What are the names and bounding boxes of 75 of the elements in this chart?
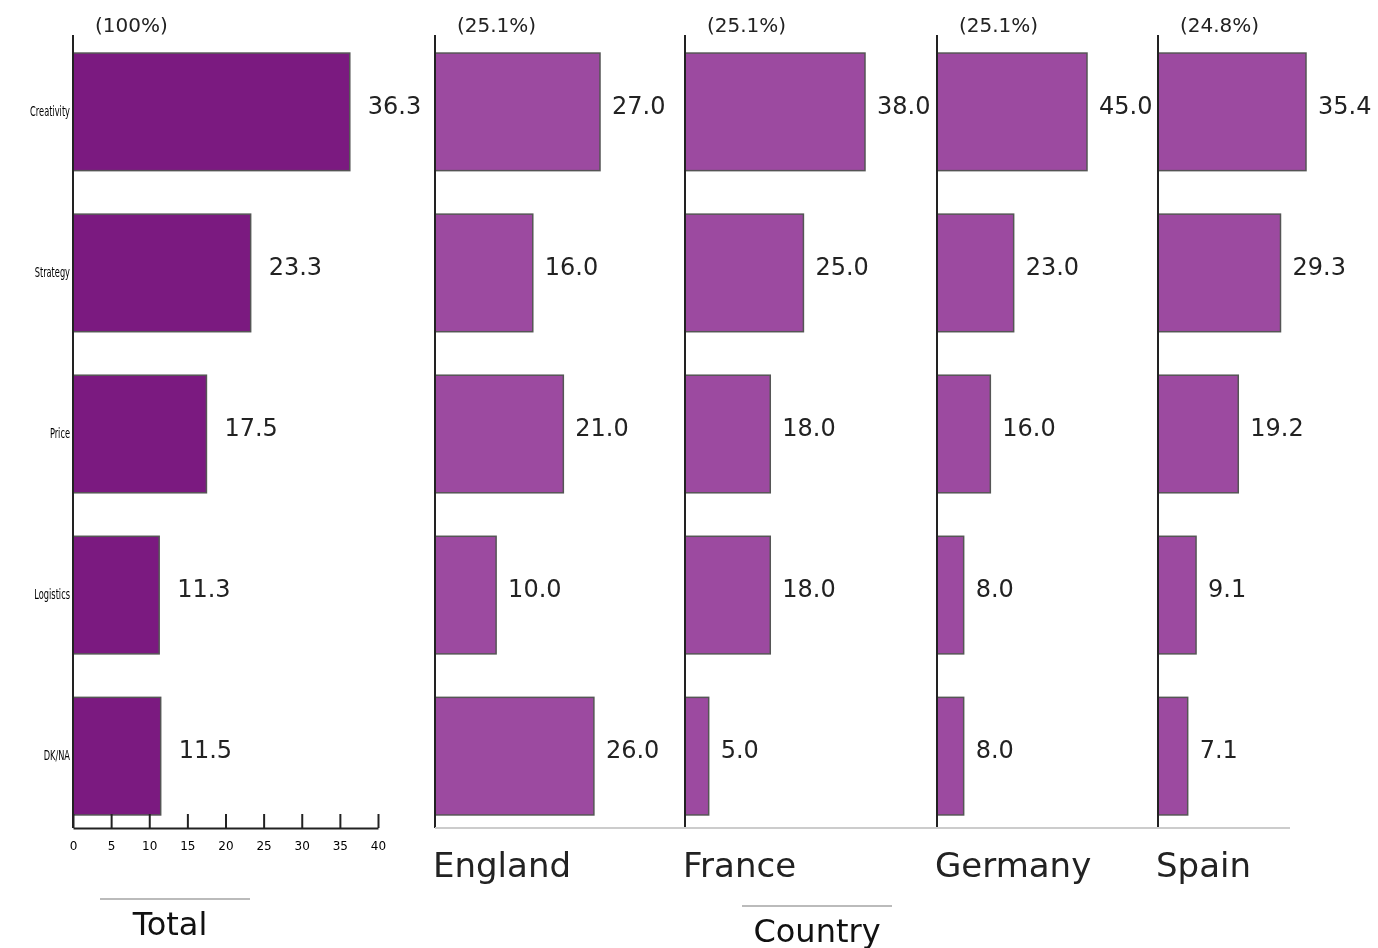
- data-label: 29.3: [1292, 252, 1346, 281]
- chart-subtitle: (24.8%): [1180, 13, 1260, 37]
- x-tick-label: 25: [256, 839, 272, 854]
- y-tick-label: Logistics: [34, 587, 71, 603]
- bar: [72, 374, 208, 494]
- bar: [434, 213, 534, 333]
- data-label: 45.0: [1099, 91, 1153, 120]
- y-tick-label: DK/NA: [43, 748, 71, 764]
- data-label: 38.0: [877, 91, 931, 120]
- bar: [1157, 213, 1282, 333]
- bar: [434, 52, 601, 172]
- data-label: 8.0: [975, 736, 1014, 765]
- y-tick-label: Creativity: [30, 104, 71, 120]
- bar: [1157, 535, 1197, 655]
- data-label: 18.0: [782, 575, 836, 604]
- data-label: 36.3: [367, 91, 422, 120]
- x-tick-label: 0: [69, 839, 78, 854]
- data-label: 23.3: [268, 252, 323, 281]
- data-label: 27.0: [612, 91, 666, 120]
- chart-subtitle: (25.1%): [959, 13, 1039, 37]
- bar: [684, 696, 710, 816]
- x-tick-label: 10: [142, 839, 158, 854]
- x-tick-label: 15: [180, 839, 196, 854]
- bar: [72, 535, 160, 655]
- data-label: 11.5: [178, 736, 233, 765]
- data-label: 5.0: [720, 736, 759, 765]
- bar: [434, 696, 595, 816]
- data-label: 25.0: [815, 252, 869, 281]
- bar: [72, 52, 351, 172]
- x-tick-label: 35: [332, 839, 349, 854]
- data-label: 17.5: [224, 414, 278, 442]
- bar: [936, 535, 965, 655]
- bar: [434, 535, 497, 655]
- bar: [684, 535, 772, 655]
- x-axis-title: Germany: [935, 845, 1092, 885]
- x-axis-title: Spain: [1156, 845, 1251, 885]
- data-label: 23.0: [1025, 252, 1080, 281]
- data-label: 21.0: [575, 414, 629, 442]
- data-label: 18.0: [782, 414, 836, 442]
- bar: [684, 374, 772, 494]
- data-label: 11.3: [177, 575, 231, 604]
- bar: [684, 52, 866, 172]
- data-label: 19.2: [1250, 414, 1304, 442]
- data-label: 7.1: [1199, 736, 1238, 765]
- bar: [936, 213, 1015, 333]
- bar: [1157, 52, 1307, 172]
- bar: [72, 213, 252, 333]
- x-tick-label: 5: [107, 839, 116, 854]
- data-label: 35.4: [1318, 91, 1372, 120]
- bar: [684, 213, 805, 333]
- bar: [936, 374, 992, 494]
- bar: [1157, 374, 1240, 494]
- bar: [936, 696, 965, 816]
- data-label: 9.1: [1208, 575, 1247, 604]
- data-label: 16.0: [544, 252, 599, 281]
- data-label: 16.0: [1002, 414, 1056, 442]
- data-label: 8.0: [975, 575, 1014, 604]
- bar: [1157, 696, 1189, 816]
- chart-subtitle: (100%): [95, 13, 168, 37]
- x-axis-title: England: [433, 845, 572, 885]
- x-axis-title: Total: [131, 905, 208, 943]
- data-label: 10.0: [508, 575, 562, 604]
- y-tick-label: Strategy: [34, 265, 71, 281]
- x-tick-label: 30: [294, 839, 310, 854]
- bar: [434, 374, 565, 494]
- data-label: 26.0: [605, 736, 660, 765]
- x-axis-title: France: [683, 845, 797, 885]
- bar: [72, 696, 162, 816]
- chart-subtitle: (25.1%): [707, 13, 787, 37]
- bar: [936, 52, 1088, 172]
- chart-subtitle: (25.1%): [457, 13, 537, 37]
- text: Country: [753, 912, 881, 948]
- x-tick-label: 40: [370, 839, 387, 854]
- y-tick-label: Price: [49, 426, 71, 442]
- x-tick-label: 20: [218, 839, 234, 854]
